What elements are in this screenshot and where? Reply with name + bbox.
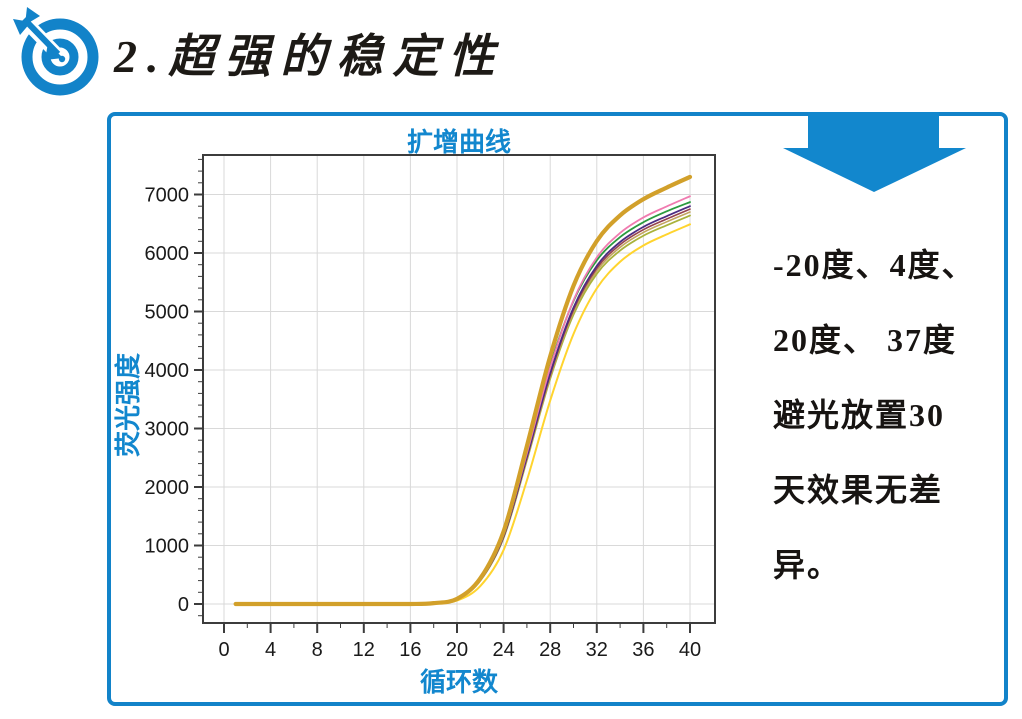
x-tick-label: 20 (446, 639, 468, 661)
y-tick-label: 3000 (145, 419, 190, 441)
y-tick-label: 5000 (145, 302, 190, 324)
x-tick-label: 8 (312, 639, 323, 661)
annotation-line: 20度、 37度 (773, 322, 958, 358)
down-arrow-icon (783, 112, 966, 192)
y-tick-label: 7000 (145, 185, 190, 207)
annotation-line: 天效果无差 (773, 472, 944, 508)
annotation-text: -20度、4度、 20度、 37度 避光放置30 天效果无差 异。 (773, 228, 1003, 603)
curve-3 (234, 201, 691, 605)
y-tick-label: 6000 (145, 243, 190, 265)
y-tick-label: 1000 (145, 536, 190, 558)
chart-title: 扩增曲线 (406, 127, 511, 157)
y-tick-label: 4000 (145, 360, 190, 382)
x-tick-label: 12 (353, 639, 375, 661)
y-axis-label: 荧光强度 (113, 353, 143, 458)
curve-5 (234, 208, 691, 605)
annotation-line: -20度、4度、 (773, 247, 976, 283)
y-tick-label: 2000 (145, 477, 190, 499)
x-axis-label: 循环数 (419, 667, 498, 697)
x-tick-label: 32 (586, 639, 608, 661)
page-title: 2.超强的稳定性 (114, 31, 505, 82)
annotation-line: 异。 (773, 547, 842, 583)
x-tick-label: 4 (265, 639, 276, 661)
annotation-line: 避光放置30 (773, 397, 946, 433)
x-tick-label: 40 (679, 639, 701, 661)
curve-8 (234, 223, 691, 606)
amplification-chart: 0 1000 2000 3000 4000 5000 6000 7000 0 4 8 12 16 20 24… (145, 154, 716, 661)
x-tick-label: 0 (218, 639, 229, 661)
curve-1 (233, 174, 693, 607)
x-tick-label: 28 (539, 639, 561, 661)
content-panel: 扩增曲线 0 1000 2000 3000 4000 5000 6000 7000 0 4 8 12 1… (107, 112, 1008, 706)
curve-4 (234, 205, 691, 605)
x-tick-label: 24 (492, 639, 514, 661)
curve-2 (234, 195, 691, 605)
x-tick-label: 16 (399, 639, 421, 661)
y-tick-label: 0 (178, 594, 189, 616)
x-tick-label: 36 (632, 639, 654, 661)
target-dart-logo-icon (13, 7, 99, 96)
